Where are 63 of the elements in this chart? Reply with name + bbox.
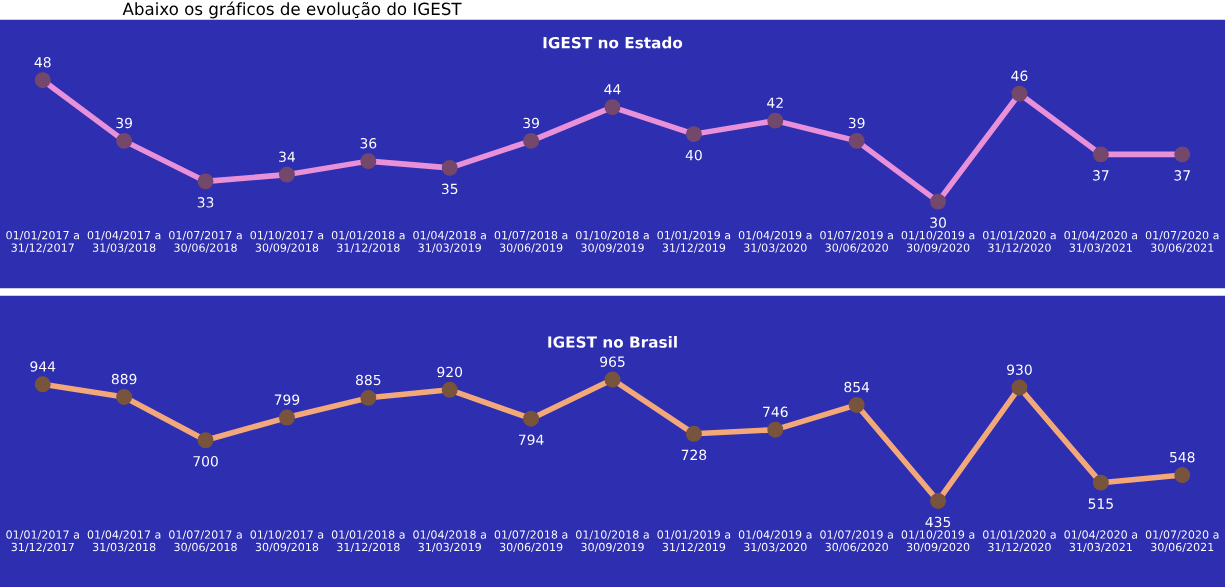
x-tick-label: 01/01/2018 a 31/12/2018	[331, 230, 405, 253]
chart-title: IGEST no Brasil	[548, 335, 677, 348]
x-tick-label: 01/10/2017 a 30/09/2018	[250, 230, 324, 253]
data-label: 44	[604, 84, 621, 95]
data-label: 33	[197, 197, 214, 208]
data-label: 39	[848, 117, 865, 129]
x-tick-label: 01/01/2020 a 31/12/2020	[983, 530, 1056, 553]
data-label: 548	[1170, 451, 1195, 463]
data-label: 885	[356, 374, 381, 386]
data-label: 35	[441, 183, 458, 195]
x-tick-label: 01/01/2018 a 31/12/2018	[331, 530, 405, 553]
x-tick-label: 01/01/2017 a 31/12/2017	[6, 530, 79, 553]
x-tick-label: 01/07/2020 a 30/06/2021	[1145, 230, 1219, 253]
x-tick-label: 01/07/2020 a 30/06/2021	[1145, 530, 1219, 553]
data-label: 944	[30, 361, 56, 372]
data-label: 34	[279, 151, 295, 162]
x-tick-label: 01/07/2017 a 30/06/2018	[169, 230, 242, 253]
data-label: 965	[600, 356, 625, 367]
data-label: 889	[111, 373, 137, 385]
x-tick-label: 01/01/2019 a 31/12/2019	[657, 230, 731, 253]
data-label: 48	[34, 57, 51, 68]
x-tick-label: 01/10/2018 a 30/09/2019	[576, 530, 649, 553]
x-tick-label: 01/01/2019 a 31/12/2019	[657, 530, 731, 553]
x-tick-label: 01/04/2017 a 31/03/2018	[87, 230, 161, 253]
x-tick-label: 01/01/2020 a 31/12/2020	[983, 230, 1056, 253]
data-label: 42	[767, 97, 783, 108]
x-tick-label: 01/04/2020 a 31/03/2021	[1064, 530, 1138, 553]
data-label: 700	[193, 456, 218, 467]
x-tick-label: 01/04/2020 a 31/03/2021	[1064, 230, 1138, 253]
data-label: 39	[523, 117, 539, 129]
x-tick-label: 01/04/2017 a 31/03/2018	[87, 530, 161, 553]
text: Abaixo os gráficos de evolução do IGEST	[122, 1, 462, 19]
data-label: 30	[930, 217, 946, 228]
data-label: 40	[685, 149, 702, 161]
x-tick-label: 01/10/2019 a 30/09/2020	[901, 530, 975, 553]
x-tick-label: 01/07/2019 a 30/06/2020	[820, 230, 893, 253]
x-tick-label: 01/07/2018 a 30/06/2019	[494, 230, 568, 253]
x-tick-label: 01/07/2018 a 30/06/2019	[494, 530, 568, 553]
x-tick-label: 01/04/2018 a 31/03/2019	[413, 230, 486, 253]
data-label: 746	[763, 406, 788, 418]
data-label: 799	[274, 394, 300, 405]
data-label: 854	[844, 381, 870, 393]
x-tick-label: 01/10/2018 a 30/09/2019	[576, 230, 649, 253]
data-label: 39	[116, 117, 132, 129]
data-label: 37	[1174, 170, 1190, 181]
data-label: 794	[518, 434, 544, 445]
chart-title: IGEST no Estado	[543, 36, 683, 49]
x-tick-label: 01/01/2017 a 31/12/2017	[6, 230, 79, 253]
x-tick-label: 01/04/2019 a 31/03/2020	[738, 530, 812, 553]
data-label: 46	[1011, 70, 1028, 82]
x-tick-label: 01/04/2018 a 31/03/2019	[413, 530, 486, 553]
x-tick-label: 01/07/2019 a 30/06/2020	[820, 530, 893, 553]
data-label: 728	[681, 449, 707, 461]
data-label: 920	[437, 366, 463, 378]
data-label: 515	[1088, 498, 1113, 509]
data-label: 36	[360, 137, 377, 149]
data-label: 37	[1093, 170, 1109, 181]
data-label: 435	[925, 516, 951, 528]
x-tick-label: 01/10/2017 a 30/09/2018	[250, 530, 324, 553]
x-tick-label: 01/07/2017 a 30/06/2018	[169, 530, 242, 553]
x-tick-label: 01/10/2019 a 30/09/2020	[901, 230, 975, 253]
x-tick-label: 01/04/2019 a 31/03/2020	[738, 230, 812, 253]
data-label: 930	[1007, 364, 1032, 375]
